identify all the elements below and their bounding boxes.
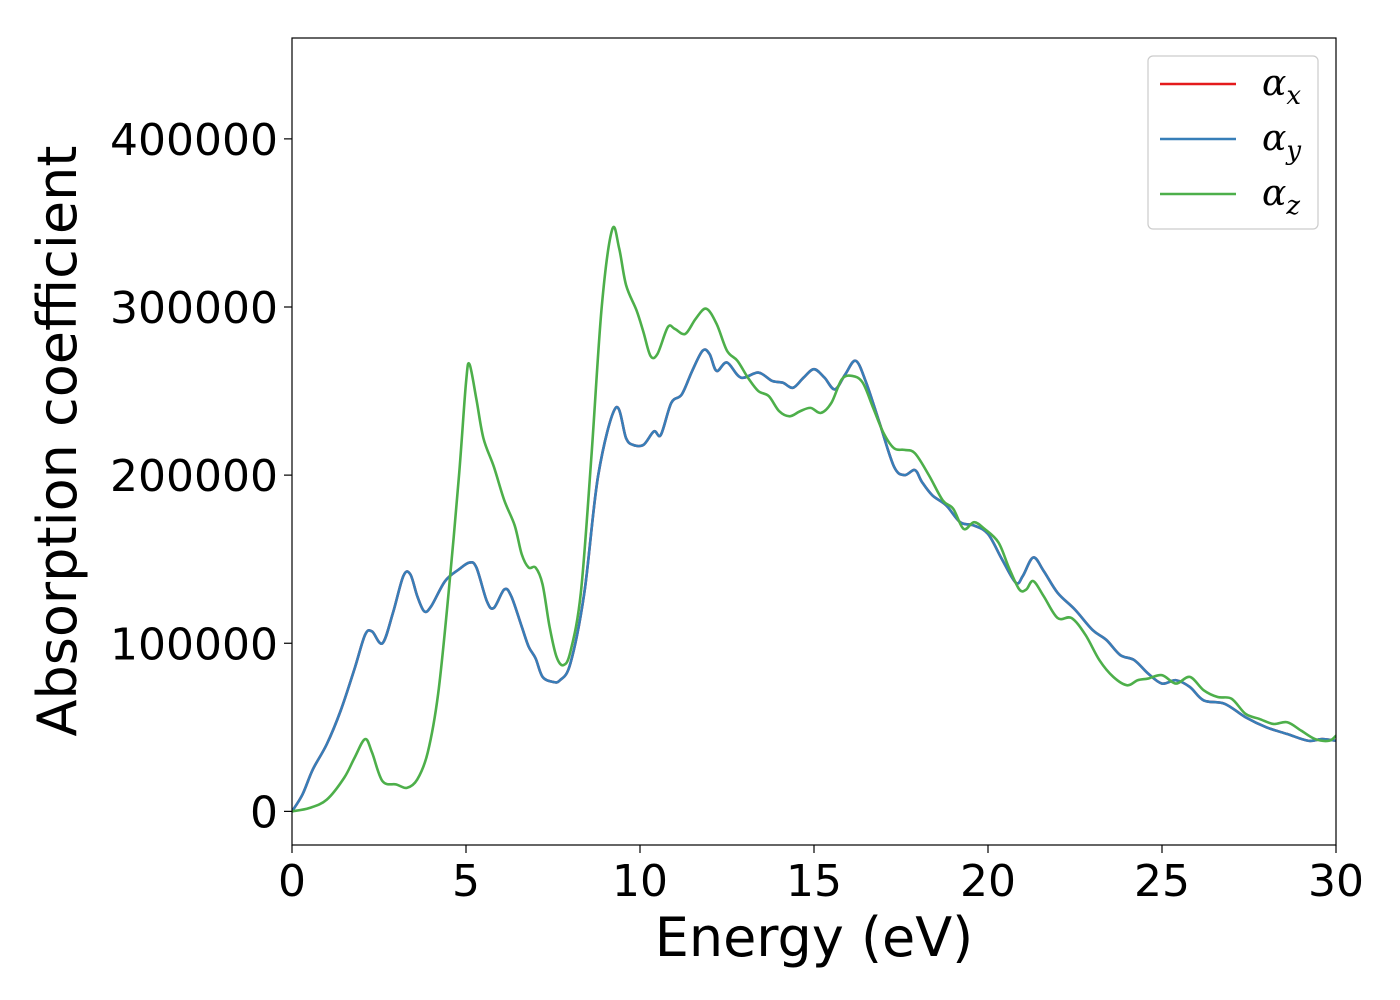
y-axis-label: Absorption coefficient [26, 146, 89, 737]
x-axis: 0 5 10 15 20 25 30 [278, 845, 1364, 907]
legend-frame [1147, 55, 1319, 230]
legend-label-symbol: α [1262, 173, 1286, 214]
y-tick-label: 400000 [110, 115, 278, 166]
legend-label-subscript: y [1285, 136, 1301, 166]
y-axis: 0 100000 200000 300000 400000 [110, 115, 292, 838]
x-tick-label: 0 [278, 856, 306, 907]
x-tick-label: 10 [612, 856, 668, 907]
y-tick-label: 300000 [110, 283, 278, 334]
series-line-z [292, 225, 1336, 813]
legend-label-y: αy [1262, 118, 1301, 166]
y-tick-label: 100000 [110, 619, 278, 670]
x-tick-label: 5 [452, 856, 480, 907]
x-tick-label: 25 [1134, 856, 1190, 907]
legend-label-subscript: x [1286, 81, 1301, 111]
legend-label-z: αz [1262, 173, 1300, 221]
legend-label-subscript: z [1285, 191, 1300, 221]
legend-label-x: αx [1262, 63, 1301, 111]
legend-label-symbol: α [1262, 118, 1286, 159]
x-tick-label: 20 [960, 856, 1016, 907]
legend-label-symbol: α [1262, 63, 1286, 104]
series-line-y [292, 348, 1336, 813]
x-tick-label: 15 [786, 856, 842, 907]
series-layer [292, 225, 1336, 813]
x-axis-label: Energy (eV) [655, 906, 974, 969]
y-tick-label: 0 [250, 787, 278, 838]
y-tick-label: 200000 [110, 451, 278, 502]
x-tick-label: 30 [1308, 856, 1364, 907]
